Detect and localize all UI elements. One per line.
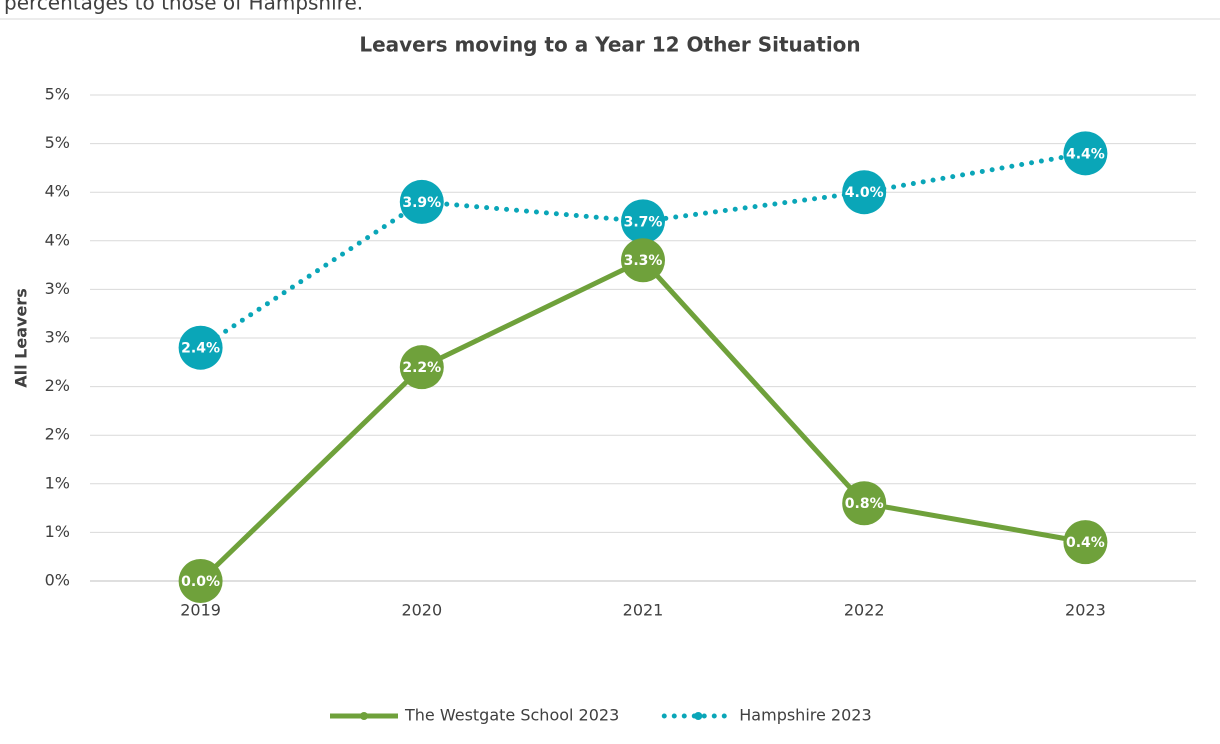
y-tick-label: 5% — [45, 85, 70, 104]
y-tick-label: 1% — [45, 522, 70, 541]
chart-title: Leavers moving to a Year 12 Other Situat… — [359, 33, 860, 57]
legend-marker — [360, 712, 368, 720]
x-tick-label: 2022 — [844, 601, 885, 620]
data-label: 2.2% — [402, 360, 441, 376]
x-tick-label: 2020 — [401, 601, 442, 620]
data-point — [621, 238, 665, 283]
y-tick-label: 3% — [45, 279, 70, 298]
y-tick-label: 4% — [45, 230, 70, 249]
legend-label: Hampshire 2023 — [739, 706, 871, 725]
data-label: 0.0% — [181, 574, 220, 590]
legend-label: The Westgate School 2023 — [404, 706, 619, 725]
x-tick-label: 2023 — [1065, 601, 1106, 620]
data-label: 3.9% — [402, 195, 441, 211]
data-label: 0.8% — [845, 496, 884, 512]
intro-text: percentages to those of Hampshire. — [4, 0, 363, 15]
data-point — [178, 325, 223, 370]
data-point — [842, 481, 887, 526]
y-tick-label: 1% — [45, 473, 70, 492]
y-tick-label: 2% — [45, 425, 70, 444]
data-point — [1063, 520, 1108, 565]
data-point — [399, 345, 444, 390]
data-label: 0.4% — [1066, 535, 1105, 551]
data-label: 3.3% — [624, 253, 663, 269]
data-point — [842, 170, 887, 215]
data-label: 4.4% — [1066, 146, 1105, 162]
y-tick-label: 3% — [45, 328, 70, 347]
y-tick-label: 0% — [45, 571, 70, 590]
y-tick-label: 2% — [45, 376, 70, 395]
x-tick-label: 2019 — [180, 601, 221, 620]
y-tick-label: 4% — [45, 182, 70, 201]
data-label: 4.0% — [845, 185, 884, 201]
legend-marker — [694, 712, 703, 720]
x-tick-label: 2021 — [623, 601, 664, 620]
data-label: 2.4% — [181, 341, 220, 357]
data-point — [621, 199, 665, 244]
y-tick-label: 5% — [45, 133, 70, 152]
data-point — [399, 179, 444, 224]
data-point — [1063, 131, 1108, 176]
data-point — [178, 559, 223, 603]
data-label: 3.7% — [624, 214, 663, 230]
y-axis-title: All Leavers — [12, 288, 31, 387]
